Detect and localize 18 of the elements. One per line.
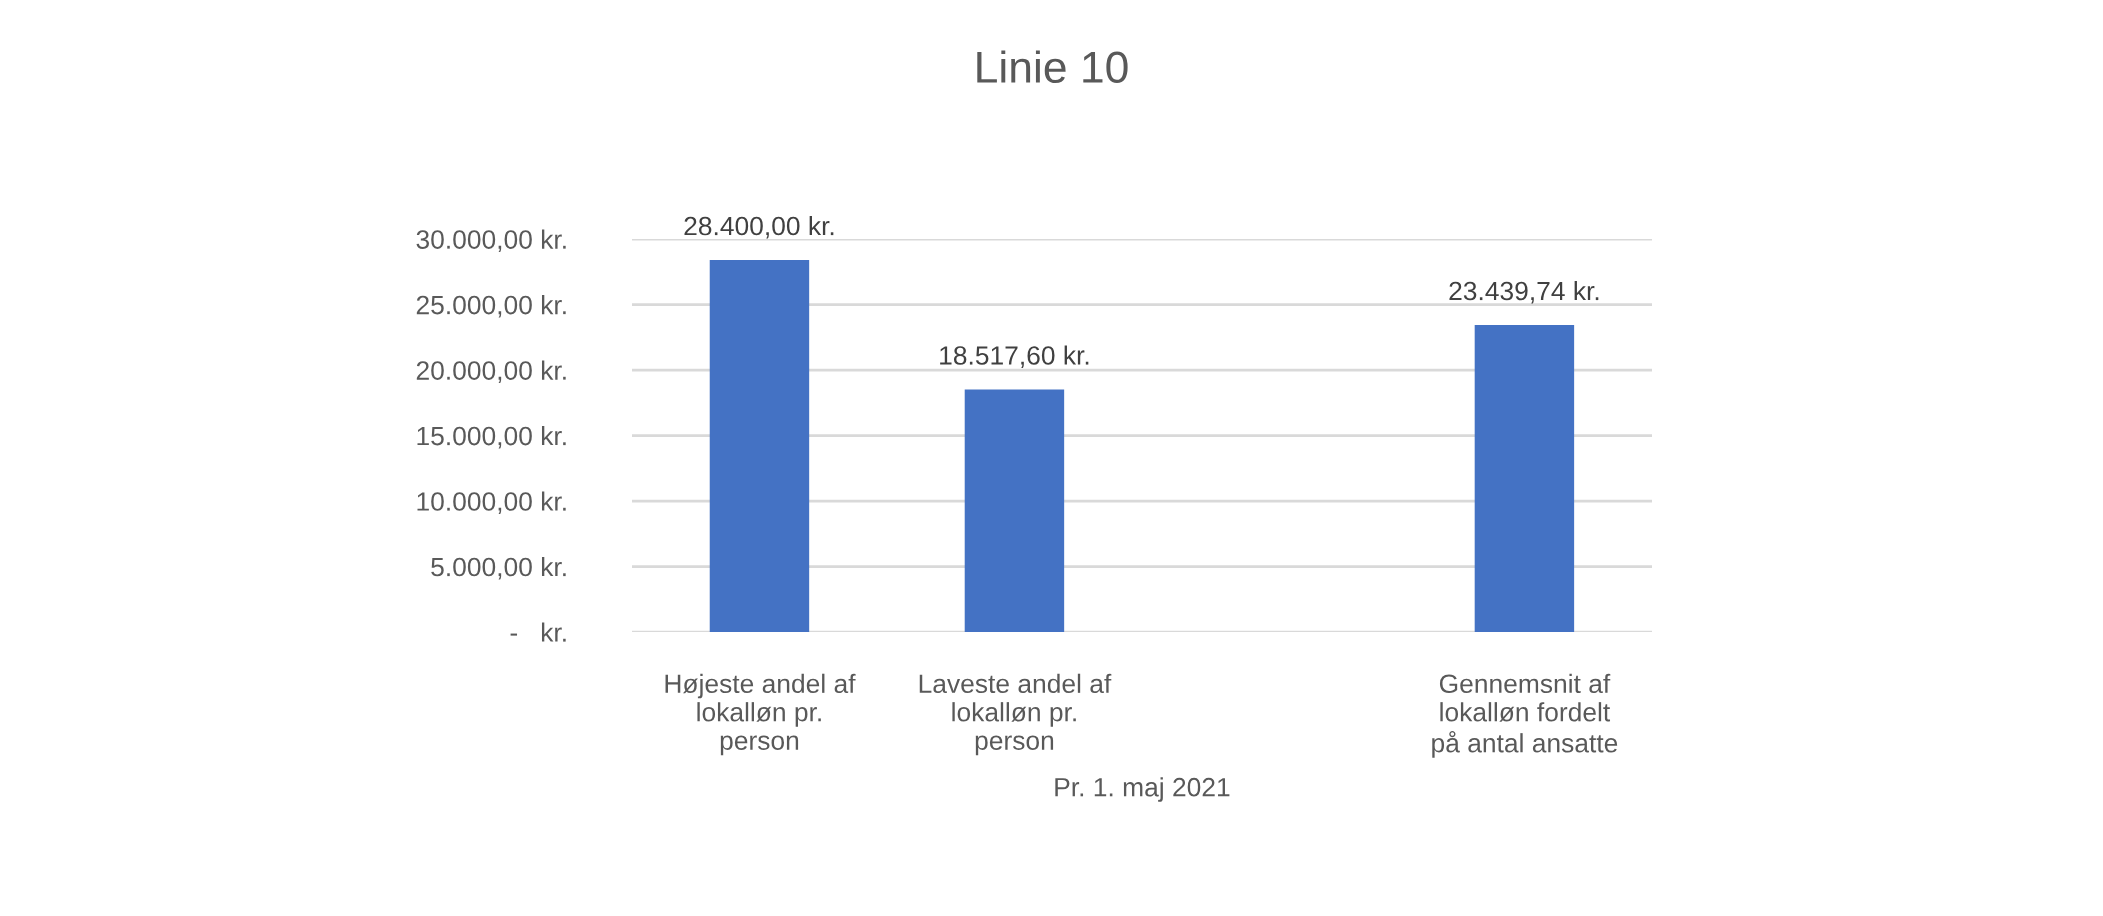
y-tick-label: 30.000,00 kr.: [416, 229, 566, 253]
data-label: 23.439,74 kr.: [1449, 280, 1599, 304]
data-label: 28.400,00 kr.: [684, 215, 834, 239]
y-tick-label: - kr.: [510, 622, 566, 642]
x-tick-label: Gennemsnit af lokalløn fordelt på antal ansatte: [1432, 673, 1618, 758]
y-tick-label: 20.000,00 kr.: [416, 360, 566, 383]
x-axis-title: Pr. 1. maj 2021: [1055, 777, 1230, 802]
y-tick-label: 5.000,00 kr.: [431, 556, 566, 580]
y-tick-label: 15.000,00 kr.: [417, 426, 566, 449]
y-tick-label: 10.000,00 kr.: [417, 491, 566, 514]
x-tick-label: Højeste andel af lokalløn pr. person: [665, 673, 856, 756]
x-tick-label: Laveste andel af lokalløn pr. person: [919, 673, 1112, 756]
chart-title: Linie 10: [977, 50, 1128, 84]
bar: [964, 389, 1065, 633]
bar: [709, 260, 810, 633]
y-tick-label: 25.000,00 kr.: [416, 295, 566, 318]
data-label: 18.517,60 kr.: [940, 345, 1089, 368]
bar: [1474, 325, 1575, 633]
